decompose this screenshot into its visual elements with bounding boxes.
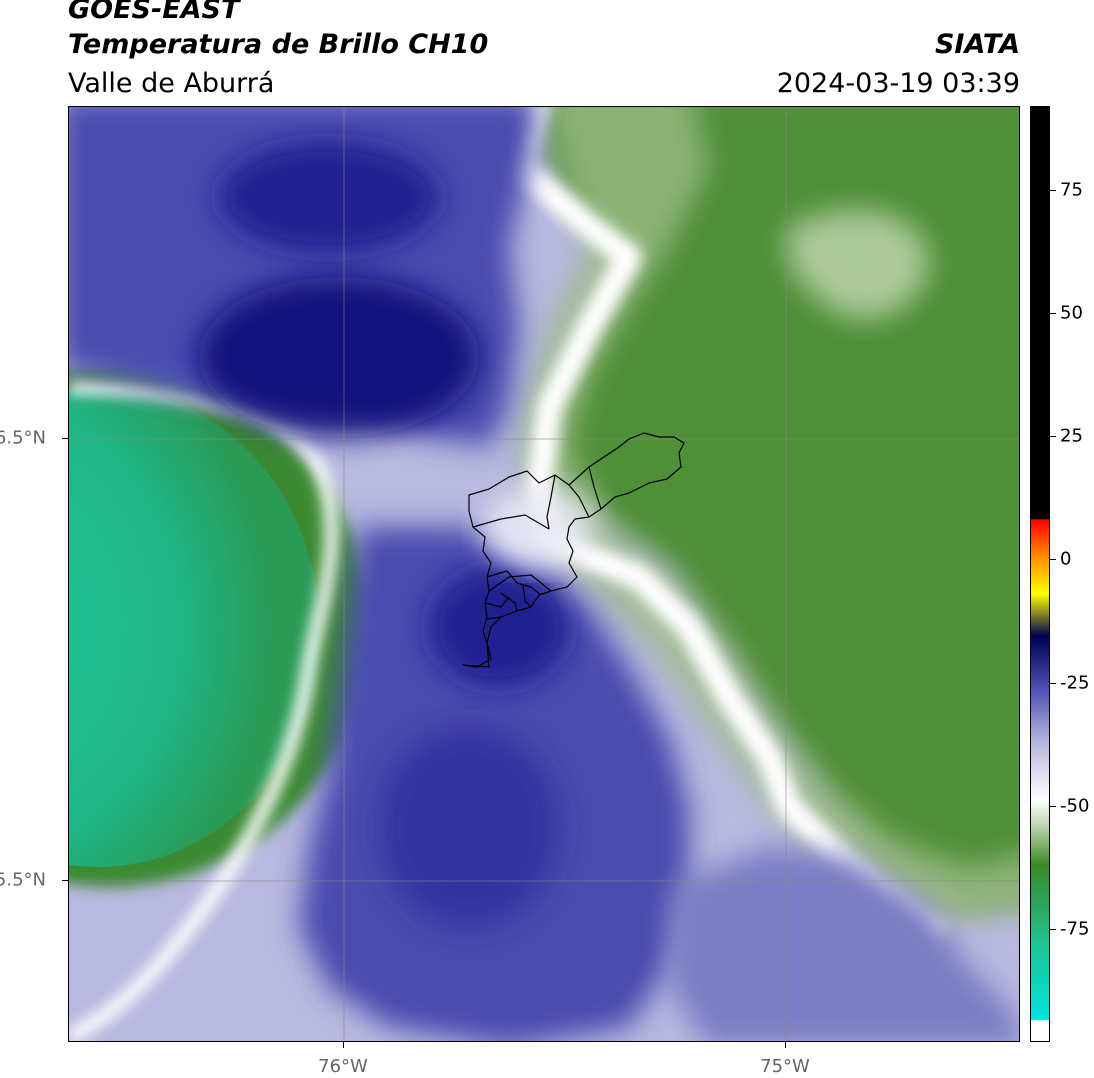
lon-tick-75 bbox=[785, 1042, 786, 1048]
satellite-title: GOES-EAST bbox=[68, 0, 240, 25]
colorbar-label-minus-50: -50 bbox=[1060, 795, 1090, 817]
warm-surface-core bbox=[69, 387, 319, 867]
colorbar-label-25: 25 bbox=[1060, 425, 1083, 447]
lon-label-75: 75°W bbox=[760, 1056, 810, 1077]
colorbar-label-50: 50 bbox=[1060, 302, 1083, 324]
lat-label-5.5: 5.5°N bbox=[0, 869, 46, 891]
colorbar-tick-25 bbox=[1050, 436, 1056, 437]
cold-core-valley bbox=[429, 567, 569, 687]
lon-label-76: 76°W bbox=[318, 1056, 368, 1077]
cold-core-south bbox=[379, 727, 559, 927]
region-subtitle: Valle de Aburrá bbox=[68, 68, 275, 99]
colorbar-tick-minus-50 bbox=[1050, 806, 1056, 807]
cold-cloud-southeast bbox=[669, 847, 1019, 1041]
municipality-boundaries bbox=[462, 432, 685, 668]
map-canvas bbox=[69, 107, 1019, 1041]
clear-pocket bbox=[484, 487, 594, 567]
lon-tick-76 bbox=[343, 1042, 344, 1048]
brightness-temperature-map bbox=[68, 106, 1020, 1042]
colorbar-label-75: 75 bbox=[1060, 179, 1083, 201]
colorbar-tick-minus-75 bbox=[1050, 929, 1056, 930]
colorbar-label-minus-75: -75 bbox=[1060, 918, 1090, 940]
colorbar-label-0: 0 bbox=[1060, 548, 1072, 570]
lat-label-6.5: 6.5°N bbox=[0, 427, 46, 449]
colorbar-tick-75 bbox=[1050, 190, 1056, 191]
colorbar bbox=[1030, 106, 1050, 1042]
lat-tick-6.5 bbox=[62, 438, 68, 439]
colorbar-tick-minus-25 bbox=[1050, 683, 1056, 684]
cold-core-north bbox=[199, 277, 479, 437]
colorbar-ramp bbox=[1031, 107, 1049, 1041]
product-title: Temperatura de Brillo CH10 bbox=[68, 29, 489, 60]
cloud-edge-band bbox=[506, 107, 947, 948]
dry-air-highlight bbox=[786, 210, 929, 319]
colorbar-tick-0 bbox=[1050, 559, 1056, 560]
colorbar-tick-50 bbox=[1050, 313, 1056, 314]
lat-tick-5.5 bbox=[62, 880, 68, 881]
colorbar-label-minus-25: -25 bbox=[1060, 672, 1090, 694]
datetime-label: 2024-03-19 03:39 bbox=[776, 68, 1020, 99]
agency-label: SIATA bbox=[934, 29, 1020, 60]
cold-core-top bbox=[219, 142, 439, 252]
